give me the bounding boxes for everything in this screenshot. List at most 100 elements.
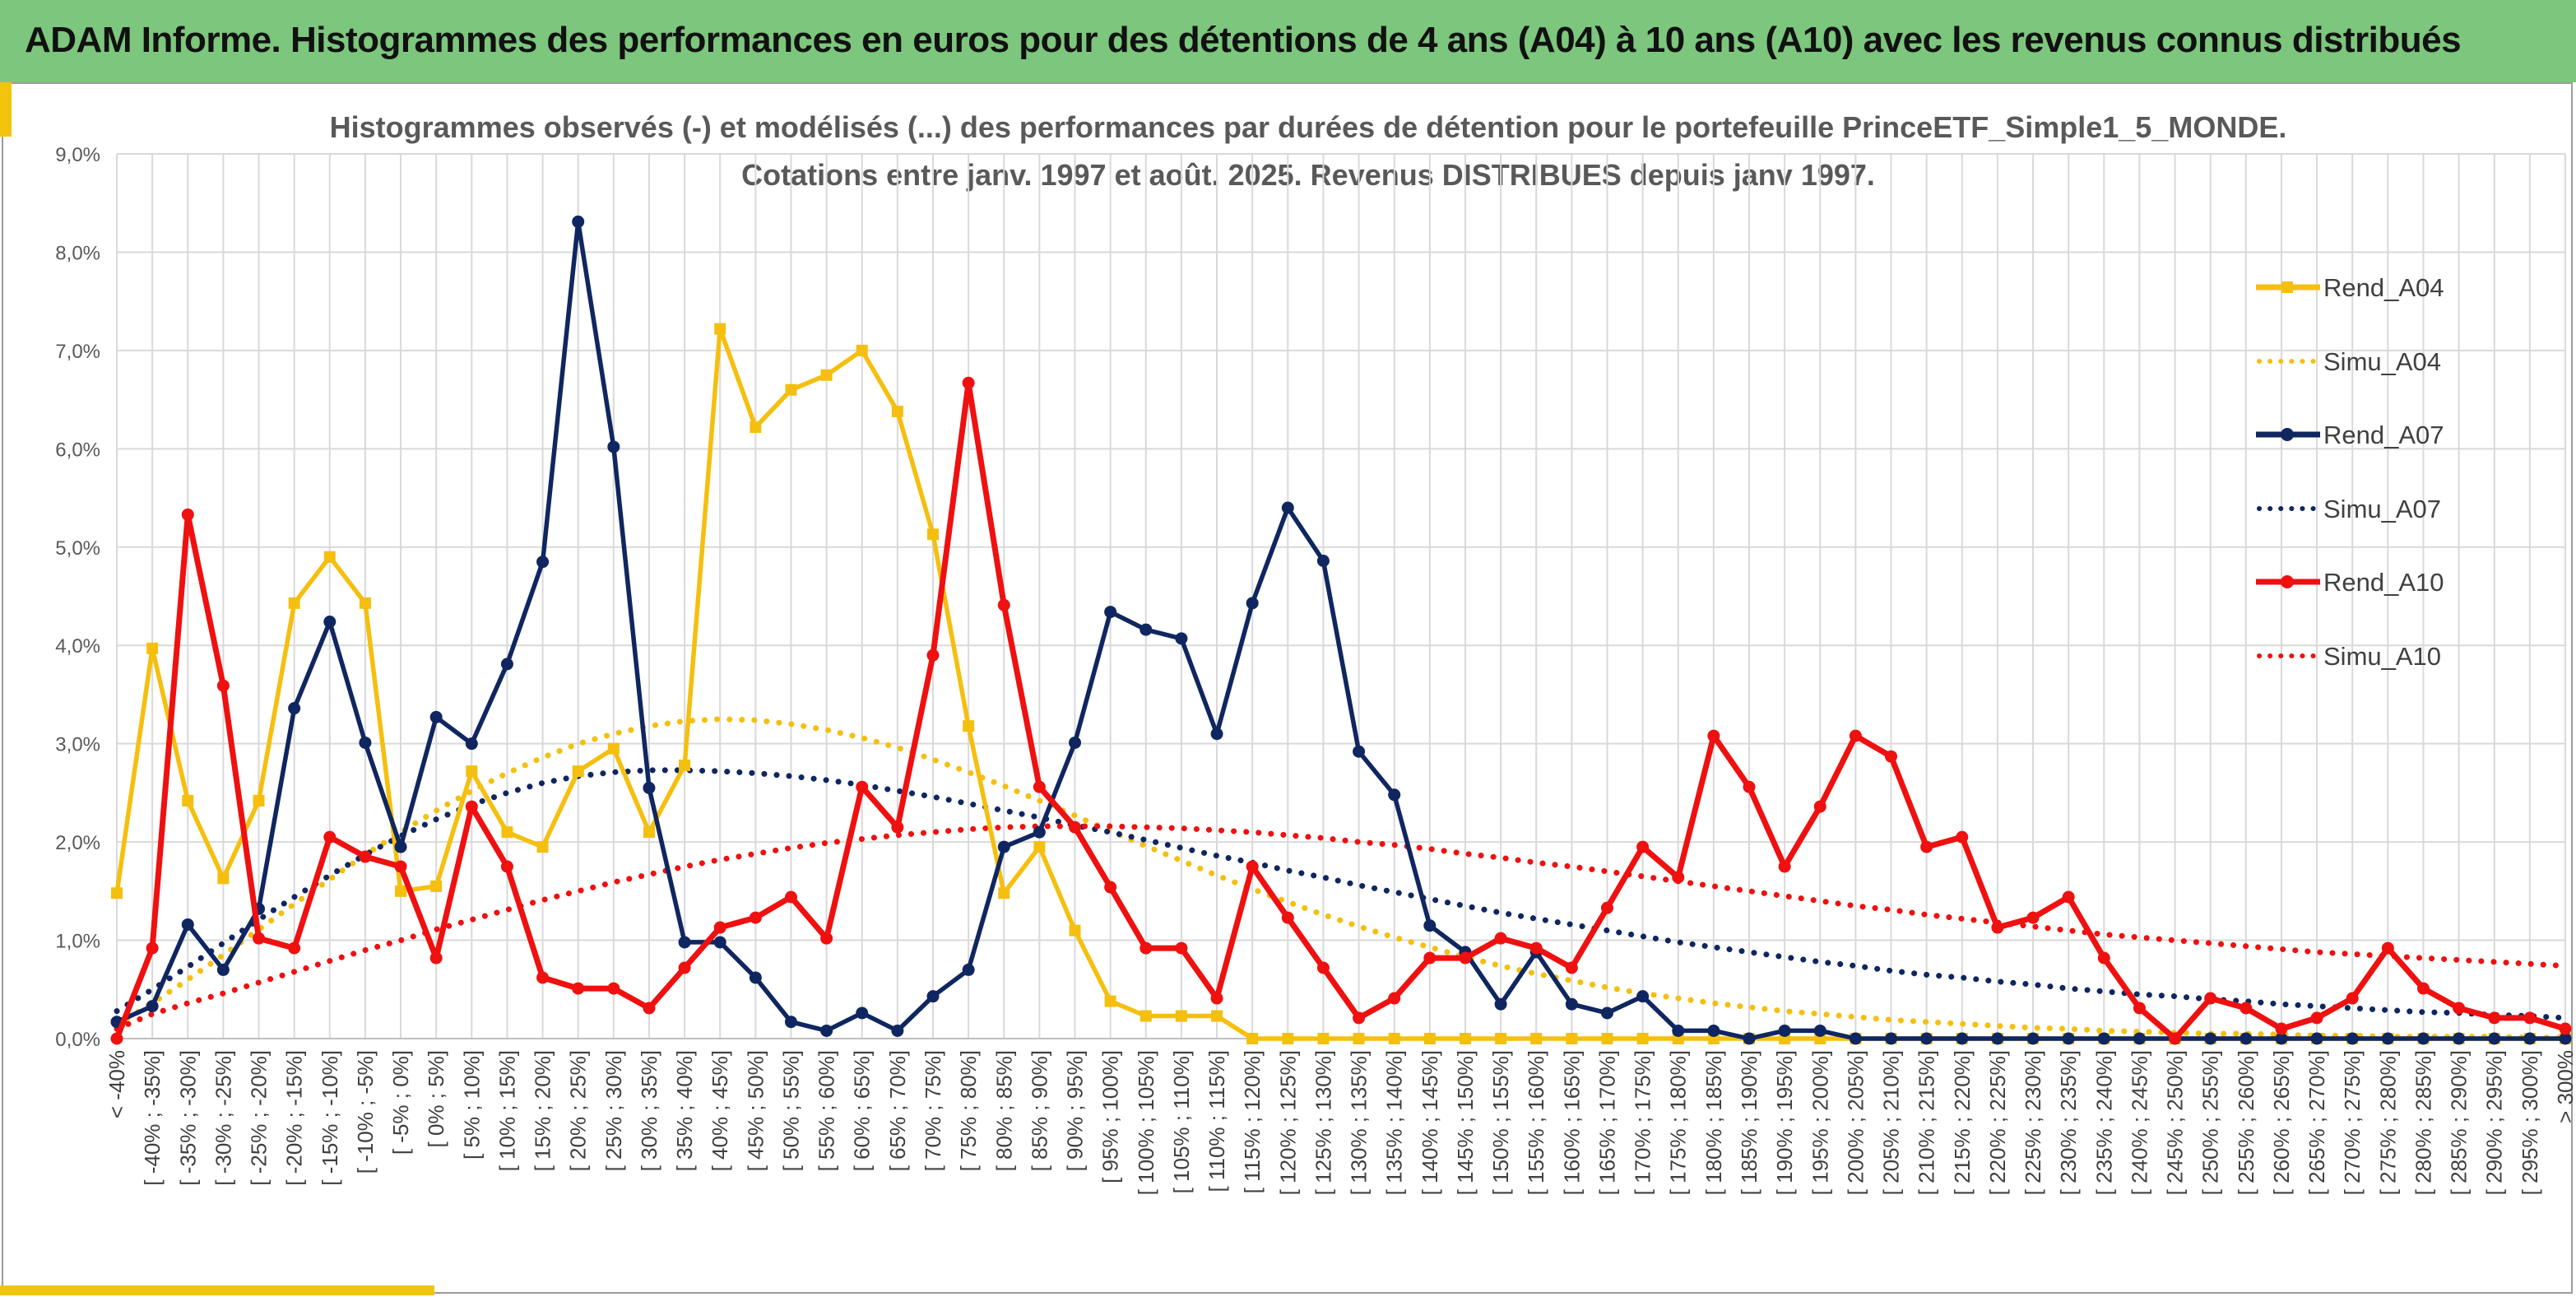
x-tick-label: [ 15% ; 20%] <box>531 1050 555 1171</box>
data-point-rend-a04 <box>1423 1033 1436 1044</box>
data-point-rend-a04 <box>998 887 1010 900</box>
data-point-rend-a04 <box>1033 841 1046 853</box>
data-point-rend-a07 <box>146 1000 159 1013</box>
report-title: ADAM Informe. Histogrammes des performan… <box>25 20 2462 60</box>
data-point-rend-a07 <box>997 840 1010 853</box>
data-point-rend-a10 <box>856 780 869 793</box>
data-point-rend-a07 <box>1210 728 1223 741</box>
data-point-rend-a04 <box>501 826 513 839</box>
data-point-rend-a10 <box>2488 1011 2501 1025</box>
x-tick-label: [ 60% ; 65%] <box>850 1050 875 1171</box>
data-point-rend-a10 <box>891 821 904 834</box>
data-point-rend-a10 <box>607 982 620 995</box>
x-tick-label: [ 155% ; 160%] <box>1524 1050 1548 1195</box>
data-point-rend-a10 <box>1459 951 1472 965</box>
x-tick-label: [ 45% ; 50%] <box>743 1050 768 1171</box>
data-point-rend-a07 <box>394 840 407 853</box>
data-point-rend-a10 <box>962 376 975 389</box>
legend-marker <box>2281 281 2293 293</box>
data-point-rend-a04 <box>146 642 159 654</box>
data-point-rend-a07 <box>926 990 940 1003</box>
data-point-rend-a04 <box>927 528 939 541</box>
x-tick-label: [ 230% ; 235%] <box>2056 1050 2081 1195</box>
data-point-rend-a04 <box>1388 1033 1400 1044</box>
data-point-rend-a07 <box>891 1024 904 1037</box>
data-point-rend-a04 <box>1601 1033 1613 1044</box>
data-point-rend-a10 <box>1069 821 1082 834</box>
data-point-rend-a10 <box>713 921 726 934</box>
data-point-rend-a10 <box>429 951 443 965</box>
data-point-rend-a07 <box>2416 1032 2430 1045</box>
data-point-rend-a10 <box>2239 1002 2253 1015</box>
data-point-rend-a07 <box>1069 736 1082 749</box>
data-point-rend-a10 <box>1104 881 1117 894</box>
data-point-rend-a07 <box>713 936 726 949</box>
legend-item-rend-a04: Rend_A04 <box>2180 272 2476 304</box>
series-line-simu-a10 <box>114 823 2569 1032</box>
data-point-rend-a10 <box>288 941 301 955</box>
x-tick-label: [ 40% ; 45%] <box>708 1050 732 1171</box>
data-point-rend-a07 <box>856 1006 869 1020</box>
x-tick-label: < -40% <box>104 1050 129 1118</box>
x-tick-label: [ 135% ; 140%] <box>1382 1050 1407 1195</box>
data-point-rend-a07 <box>678 936 691 949</box>
y-tick-label: 0,0% <box>55 1029 100 1051</box>
x-tick-label: [ 210% ; 215%] <box>1915 1050 1939 1195</box>
data-point-rend-a10 <box>2453 1002 2466 1015</box>
series-line-rend-a10 <box>114 379 2567 1042</box>
x-tick-label: [ 55% ; 60%] <box>815 1050 839 1171</box>
data-point-rend-a07 <box>1246 597 1259 610</box>
x-tick-label: > 300% <box>2553 1050 2576 1123</box>
legend-item-simu-a10: Simu_A10 <box>2180 640 2476 673</box>
data-point-rend-a10 <box>2275 1022 2288 1035</box>
data-point-rend-a07 <box>1494 997 1507 1011</box>
data-point-rend-a07 <box>2133 1032 2146 1045</box>
x-tick-label: [ 50% ; 55%] <box>778 1050 803 1171</box>
data-point-rend-a07 <box>2346 1032 2359 1045</box>
legend-swatch-rend-a04 <box>2256 281 2320 293</box>
y-tick-label: 3,0% <box>55 734 100 756</box>
x-tick-label: [ -5% ; 0%] <box>388 1050 413 1155</box>
x-tick-label: [ 170% ; 175%] <box>1631 1050 1655 1195</box>
data-point-rend-a07 <box>2310 1032 2323 1045</box>
data-point-rend-a10 <box>1246 860 1259 873</box>
data-point-rend-a10 <box>820 932 833 945</box>
y-tick-label: 9,0% <box>55 144 100 166</box>
data-point-rend-a07 <box>572 215 585 228</box>
data-point-rend-a07 <box>1991 1032 2004 1045</box>
data-point-rend-a10 <box>394 860 407 873</box>
legend-swatch-rend-a07 <box>2256 428 2320 441</box>
x-tick-label: [ -30% ; -25%] <box>211 1050 235 1186</box>
legend-item-rend-a07: Rend_A07 <box>2180 419 2476 452</box>
data-point-rend-a07 <box>1353 745 1366 758</box>
report-banner: ADAM Informe. Histogrammes des performan… <box>0 0 2576 82</box>
data-point-rend-a07 <box>1956 1032 1969 1045</box>
x-tick-label: [ 85% ; 90%] <box>1027 1050 1051 1171</box>
data-point-rend-a07 <box>465 737 478 751</box>
data-point-rend-a04 <box>679 759 691 771</box>
x-tick-label: [ 290% ; 295%] <box>2482 1050 2507 1195</box>
data-point-rend-a10 <box>2133 1002 2146 1015</box>
data-point-rend-a10 <box>643 1002 656 1015</box>
data-point-rend-a04 <box>217 872 230 885</box>
data-point-rend-a04 <box>1139 1010 1152 1022</box>
x-tick-label: [ -35% ; -30%] <box>175 1050 200 1186</box>
legend-label: Rend_A10 <box>2323 568 2444 597</box>
y-tick-label: 6,0% <box>55 439 100 461</box>
x-tick-label: [ 265% ; 270%] <box>2304 1050 2329 1195</box>
data-point-rend-a10 <box>1600 901 1613 914</box>
x-tick-label: [ 105% ; 110%] <box>1169 1050 1194 1193</box>
x-tick-label: [ 150% ; 155%] <box>1488 1050 1513 1195</box>
x-tick-label: [ 80% ; 85%] <box>991 1050 1016 1171</box>
x-tick-label: [ 65% ; 70%] <box>885 1050 910 1171</box>
data-point-rend-a10 <box>2523 1011 2537 1025</box>
data-point-rend-a10 <box>2381 941 2394 955</box>
data-point-rend-a07 <box>1778 1024 1791 1037</box>
chart-frame <box>2 82 2573 1294</box>
x-tick-label: [ 235% ; 240%] <box>2091 1050 2116 1195</box>
data-point-rend-a10 <box>1813 800 1826 813</box>
x-tick-label: [ 225% ; 230%] <box>2021 1050 2045 1195</box>
x-tick-label: [ 5% ; 10%] <box>459 1050 484 1160</box>
data-point-rend-a07 <box>1033 825 1046 839</box>
